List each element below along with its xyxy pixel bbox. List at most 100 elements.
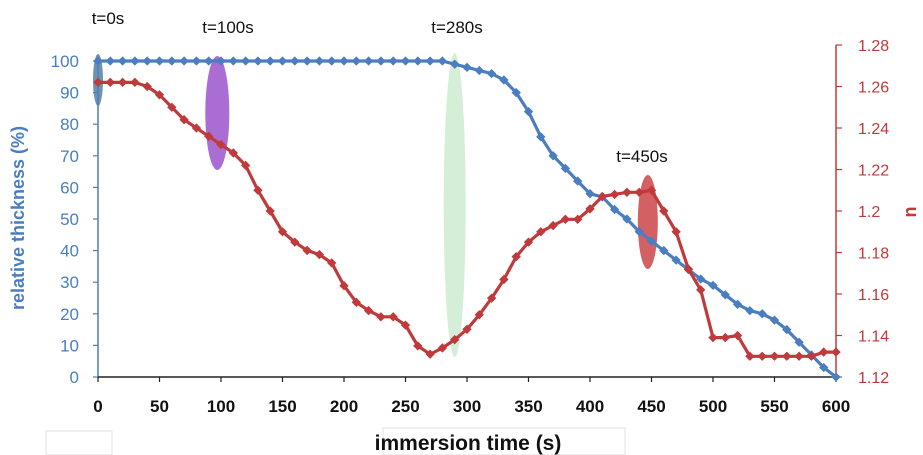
data-point bbox=[671, 255, 681, 265]
data-point bbox=[548, 151, 558, 161]
x-tick-label: 600 bbox=[822, 397, 850, 416]
data-point bbox=[634, 226, 644, 237]
data-point bbox=[708, 280, 718, 291]
data-point bbox=[363, 56, 374, 66]
data-point bbox=[511, 87, 521, 98]
data-point bbox=[437, 56, 448, 66]
data-point bbox=[523, 237, 534, 247]
data-point bbox=[179, 56, 189, 66]
data-point bbox=[339, 281, 349, 291]
annotation-label: t=100s bbox=[202, 18, 254, 37]
data-point bbox=[216, 56, 226, 66]
data-point bbox=[314, 249, 325, 260]
data-point bbox=[117, 77, 128, 88]
x-tick-label: 250 bbox=[391, 397, 419, 416]
data-point bbox=[499, 274, 509, 285]
data-point bbox=[548, 220, 558, 231]
data-point bbox=[585, 189, 595, 199]
data-point bbox=[154, 90, 165, 100]
data-point bbox=[302, 56, 312, 66]
data-point bbox=[130, 77, 140, 88]
data-point bbox=[425, 349, 435, 359]
y2-tick-label: 1.12 bbox=[858, 370, 889, 387]
data-point bbox=[363, 305, 374, 316]
data-point bbox=[523, 106, 534, 117]
data-point bbox=[240, 56, 251, 66]
x-tick-label: 50 bbox=[150, 397, 169, 416]
y-tick-label: 90 bbox=[60, 84, 79, 103]
data-point bbox=[400, 56, 411, 66]
data-point bbox=[167, 56, 177, 66]
y-tick-label: 60 bbox=[60, 178, 79, 197]
data-point bbox=[167, 102, 177, 112]
y-tick-label: 20 bbox=[60, 305, 79, 324]
x-tick-label: 550 bbox=[760, 397, 788, 416]
y-tick-label: 70 bbox=[60, 147, 79, 166]
x-tick-label: 450 bbox=[637, 397, 665, 416]
annotation-ellipse bbox=[443, 53, 466, 357]
x-tick-label: 300 bbox=[453, 397, 481, 416]
y2-tick-label: 1.28 bbox=[858, 38, 889, 55]
data-point bbox=[671, 227, 681, 237]
data-point bbox=[130, 56, 140, 66]
y-tick-label: 50 bbox=[60, 210, 79, 229]
data-point bbox=[142, 81, 152, 92]
data-point bbox=[474, 310, 484, 320]
data-point bbox=[265, 56, 275, 66]
y-tick-label: 40 bbox=[60, 242, 79, 261]
data-point bbox=[327, 258, 337, 268]
data-point bbox=[683, 264, 694, 274]
data-point bbox=[228, 56, 238, 66]
data-point bbox=[757, 351, 767, 361]
data-point bbox=[831, 347, 841, 357]
data-point bbox=[757, 309, 767, 319]
data-point bbox=[376, 56, 386, 66]
data-point bbox=[720, 290, 730, 300]
data-point bbox=[536, 227, 546, 237]
data-point bbox=[413, 56, 423, 66]
annotation-ellipses bbox=[93, 53, 658, 357]
y-axis-label: relative thickness (%) bbox=[8, 126, 28, 310]
data-point bbox=[93, 77, 103, 88]
data-point bbox=[191, 123, 202, 133]
legend-box-right bbox=[382, 427, 626, 455]
annotation-labels: t=0s t=100s t=280s t=450s bbox=[92, 9, 668, 166]
data-point bbox=[314, 56, 325, 66]
data-point bbox=[265, 206, 275, 216]
data-point bbox=[573, 214, 583, 224]
annotation-label: t=0s bbox=[92, 9, 125, 28]
data-point bbox=[351, 297, 361, 307]
data-point bbox=[622, 187, 632, 197]
data-point bbox=[154, 56, 165, 66]
annotation-label: t=280s bbox=[431, 18, 483, 37]
data-point bbox=[450, 334, 460, 345]
data-point bbox=[253, 185, 263, 195]
data-point bbox=[413, 341, 423, 351]
x-tick-label: 0 bbox=[93, 397, 102, 416]
y2-tick-label: 1.16 bbox=[858, 287, 889, 304]
data-point bbox=[351, 56, 361, 66]
y-tick-label: 30 bbox=[60, 273, 79, 292]
data-point bbox=[745, 305, 755, 316]
data-point bbox=[609, 204, 620, 215]
data-point bbox=[339, 56, 349, 66]
data-point bbox=[732, 330, 743, 341]
data-point bbox=[486, 68, 497, 79]
x-tick-label: 200 bbox=[330, 397, 358, 416]
data-point bbox=[486, 293, 497, 303]
data-point bbox=[105, 56, 115, 66]
data-point bbox=[216, 139, 226, 150]
y-tick-label: 80 bbox=[60, 115, 79, 134]
data-point bbox=[425, 56, 435, 66]
data-point bbox=[450, 59, 460, 69]
data-point bbox=[609, 189, 620, 200]
data-point bbox=[228, 148, 238, 158]
data-point bbox=[253, 56, 263, 66]
x-tick-label: 100 bbox=[207, 397, 235, 416]
data-point bbox=[646, 185, 657, 195]
legend-box-left bbox=[45, 430, 113, 455]
x-axis-label: immersion time (s) bbox=[375, 432, 562, 455]
annotation-ellipse bbox=[205, 56, 230, 170]
axes: 0 10 20 30 40 50 60 70 80 90 100 1.12 1.14 1.16 1.18 1.… bbox=[51, 38, 890, 416]
data-point bbox=[105, 77, 115, 88]
